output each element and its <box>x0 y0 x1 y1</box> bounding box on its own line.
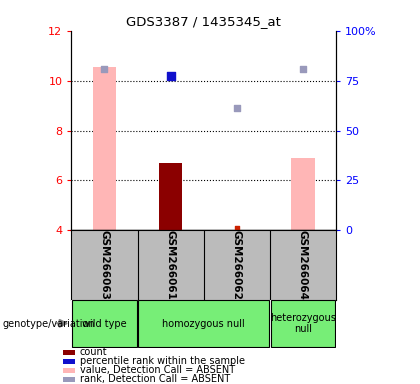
Text: GSM266061: GSM266061 <box>165 230 176 300</box>
Bar <box>63 349 75 355</box>
Bar <box>72 300 137 346</box>
Text: genotype/variation: genotype/variation <box>2 319 95 329</box>
Text: GSM266062: GSM266062 <box>232 230 242 300</box>
Text: GSM266064: GSM266064 <box>298 230 308 300</box>
Bar <box>159 163 182 230</box>
Point <box>167 73 174 79</box>
Title: GDS3387 / 1435345_at: GDS3387 / 1435345_at <box>126 15 281 28</box>
Text: heterozygous
null: heterozygous null <box>270 313 336 334</box>
Bar <box>63 377 75 382</box>
Text: count: count <box>80 347 108 357</box>
Point <box>234 225 240 232</box>
Bar <box>291 158 315 230</box>
Text: percentile rank within the sample: percentile rank within the sample <box>80 356 245 366</box>
Bar <box>138 300 269 346</box>
Bar <box>270 300 335 346</box>
Bar <box>63 368 75 373</box>
Text: GSM266063: GSM266063 <box>100 230 110 300</box>
Bar <box>63 359 75 364</box>
Text: rank, Detection Call = ABSENT: rank, Detection Call = ABSENT <box>80 374 230 384</box>
Point <box>299 66 306 73</box>
Text: homozygous null: homozygous null <box>162 318 245 329</box>
Point <box>101 66 108 73</box>
Text: wild type: wild type <box>82 318 127 329</box>
Point <box>234 105 240 111</box>
Text: value, Detection Call = ABSENT: value, Detection Call = ABSENT <box>80 365 235 375</box>
Bar <box>93 67 116 230</box>
